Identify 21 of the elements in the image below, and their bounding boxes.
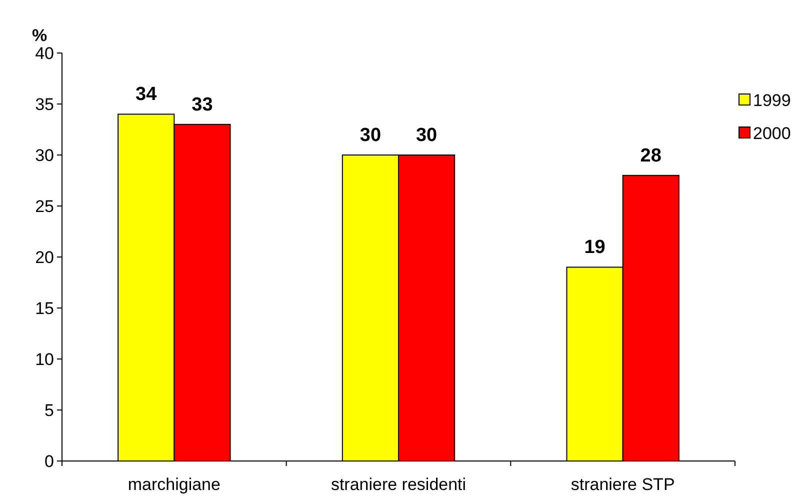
y-tick-label: 30 [35,146,54,165]
y-axis-title: % [32,26,48,45]
y-tick-label: 0 [44,452,54,471]
legend-label: 1999 [753,90,791,110]
data-label: 19 [584,237,606,258]
legend-label: 2000 [753,124,791,143]
y-tick-label: 20 [35,248,54,267]
data-label: 28 [640,145,662,166]
x-tick-label: straniere residenti [330,475,466,494]
x-tick-label: marchigiane [128,475,220,494]
data-label: 33 [192,94,213,116]
y-tick-label: 35 [35,94,54,114]
y-tick-label: 15 [35,298,54,318]
data-label: 30 [360,125,382,146]
y-tick-label: 25 [35,196,54,216]
data-label: 30 [416,125,438,146]
data-label: 34 [136,84,158,106]
y-tick-label: 5 [44,400,54,420]
x-tick-label: straniere STP [570,475,675,494]
y-tick-label: 40 [35,44,54,63]
y-tick-label: 10 [35,350,54,369]
